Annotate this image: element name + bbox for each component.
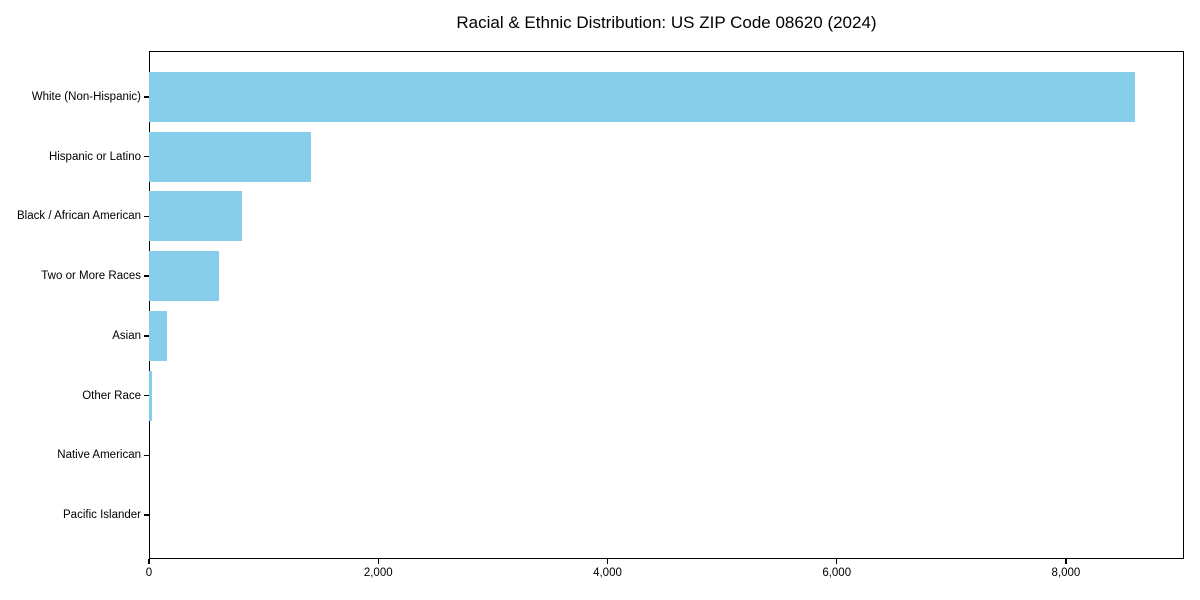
bar [149,370,153,421]
x-tick-mark [377,559,379,564]
y-tick-mark [144,275,149,277]
y-axis-category-label: Two or More Races [41,270,141,283]
y-tick-mark [144,156,149,158]
bar [149,72,1135,122]
y-axis-category-label: Hispanic or Latino [48,150,141,163]
y-tick-mark [144,96,149,98]
x-axis-tick-label: 8,000 [1051,567,1081,579]
y-axis-category-label: Native American [57,449,141,462]
bar [149,251,219,302]
bar [149,310,168,361]
chart-title: Racial & Ethnic Distribution: US ZIP Cod… [456,13,877,32]
y-axis-category-label: Pacific Islander [63,508,141,521]
y-tick-mark [144,394,149,397]
x-axis-tick-label: 6,000 [822,567,852,579]
y-tick-mark [144,215,149,218]
x-tick-mark [606,559,609,564]
x-tick-mark [836,559,838,564]
x-axis-tick-label: 0 [145,567,153,579]
x-axis-tick-label: 2,000 [363,567,393,579]
y-tick-mark [144,335,149,337]
y-tick-mark [144,514,149,516]
plot-area [149,51,1184,559]
y-axis-category-label: Black / African American [17,210,141,223]
bar [149,131,311,182]
y-axis-category-label: White (Non-Hispanic) [31,91,141,103]
x-tick-mark [1065,559,1067,564]
x-tick-mark [148,559,150,564]
bar [149,191,242,242]
y-axis-category-label: Asian [112,329,141,342]
y-axis-category-label: Other Race [82,389,141,402]
x-axis-tick-label: 4,000 [593,567,622,579]
y-tick-mark [144,454,149,456]
